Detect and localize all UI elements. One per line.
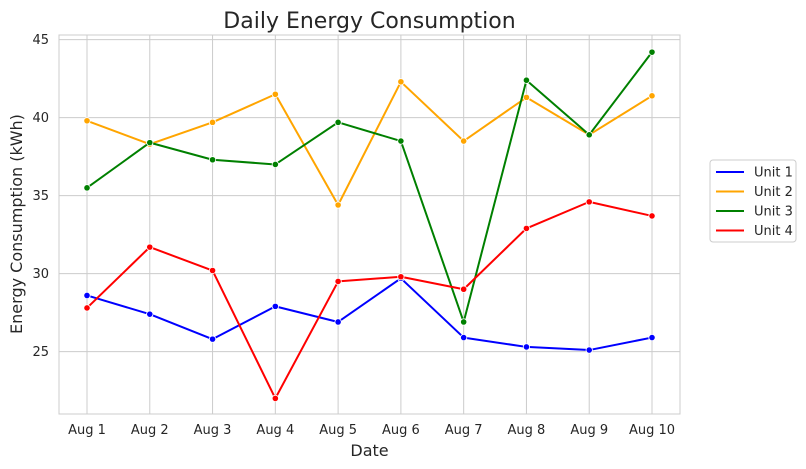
- data-point: [648, 212, 656, 220]
- data-point: [397, 137, 405, 145]
- data-point: [83, 184, 91, 192]
- x-tick-label: Aug 1: [68, 423, 106, 438]
- series-unit-1: [83, 274, 656, 354]
- series-line: [86, 200, 653, 400]
- legend-label: Unit 2: [754, 185, 793, 200]
- x-tick-label: Aug 3: [194, 423, 232, 438]
- x-axis-label: Date: [350, 441, 388, 460]
- x-axis-ticks: Aug 1 Aug 2 Aug 3 Aug 4 Aug 5 Aug 6 Aug 7 Aug 8…: [68, 423, 675, 438]
- data-point: [334, 318, 342, 326]
- legend: Unit 1 Unit 2 Unit 3 Unit 4: [709, 159, 797, 243]
- series-unit-3: [83, 48, 656, 326]
- data-point: [146, 243, 154, 251]
- data-point: [648, 92, 656, 100]
- y-tick-label: 25: [32, 345, 49, 360]
- data-point: [648, 48, 656, 56]
- series-line: [86, 277, 653, 352]
- x-tick-label: Aug 9: [570, 423, 608, 438]
- data-point: [271, 394, 279, 403]
- data-point: [397, 273, 405, 281]
- data-point: [585, 198, 593, 206]
- series-layer: [83, 48, 656, 403]
- x-tick-label: Aug 2: [131, 423, 169, 438]
- data-point: [208, 156, 217, 164]
- y-tick-label: 30: [32, 267, 49, 282]
- data-point: [146, 139, 154, 147]
- data-point: [208, 335, 217, 343]
- series-line: [86, 51, 653, 323]
- data-point: [334, 118, 342, 126]
- x-tick-label: Aug 6: [382, 423, 420, 438]
- legend-label: Unit 1: [754, 166, 793, 181]
- x-tick-label: Aug 4: [256, 423, 294, 438]
- legend-box: [709, 159, 797, 243]
- data-point: [522, 343, 531, 351]
- data-point: [271, 160, 279, 169]
- data-point: [522, 224, 531, 232]
- data-point: [522, 76, 531, 84]
- x-tick-label: Aug 5: [319, 423, 357, 438]
- chart-title: Daily Energy Consumption: [223, 9, 515, 34]
- grid: [59, 35, 680, 414]
- data-point: [271, 90, 279, 98]
- x-tick-label: Aug 10: [629, 423, 675, 438]
- y-axis-label: Energy Consumption (kWh): [7, 114, 26, 334]
- data-point: [460, 285, 468, 293]
- data-point: [585, 346, 593, 354]
- data-point: [83, 304, 91, 312]
- data-point: [522, 93, 531, 101]
- y-tick-label: 40: [32, 111, 49, 126]
- y-tick-label: 45: [32, 33, 49, 48]
- plot-area: [58, 34, 681, 415]
- series-unit-4: [83, 198, 656, 403]
- data-point: [460, 333, 468, 342]
- y-axis-ticks: 25 30 35 40 45: [32, 33, 49, 360]
- data-point: [460, 137, 468, 145]
- data-point: [208, 118, 217, 126]
- data-point: [208, 266, 217, 275]
- series-line: [86, 80, 653, 207]
- data-point: [334, 277, 342, 286]
- data-point: [83, 117, 91, 125]
- x-tick-label: Aug 7: [445, 423, 483, 438]
- data-point: [460, 318, 468, 326]
- data-point: [271, 302, 279, 310]
- data-point: [146, 310, 154, 318]
- data-point: [83, 291, 91, 300]
- x-tick-label: Aug 8: [508, 423, 546, 438]
- legend-label: Unit 3: [754, 205, 793, 220]
- y-tick-label: 35: [32, 189, 49, 204]
- data-point: [648, 333, 656, 342]
- legend-label: Unit 4: [754, 224, 793, 239]
- data-point: [585, 131, 593, 139]
- data-point: [334, 201, 342, 209]
- data-point: [397, 78, 405, 86]
